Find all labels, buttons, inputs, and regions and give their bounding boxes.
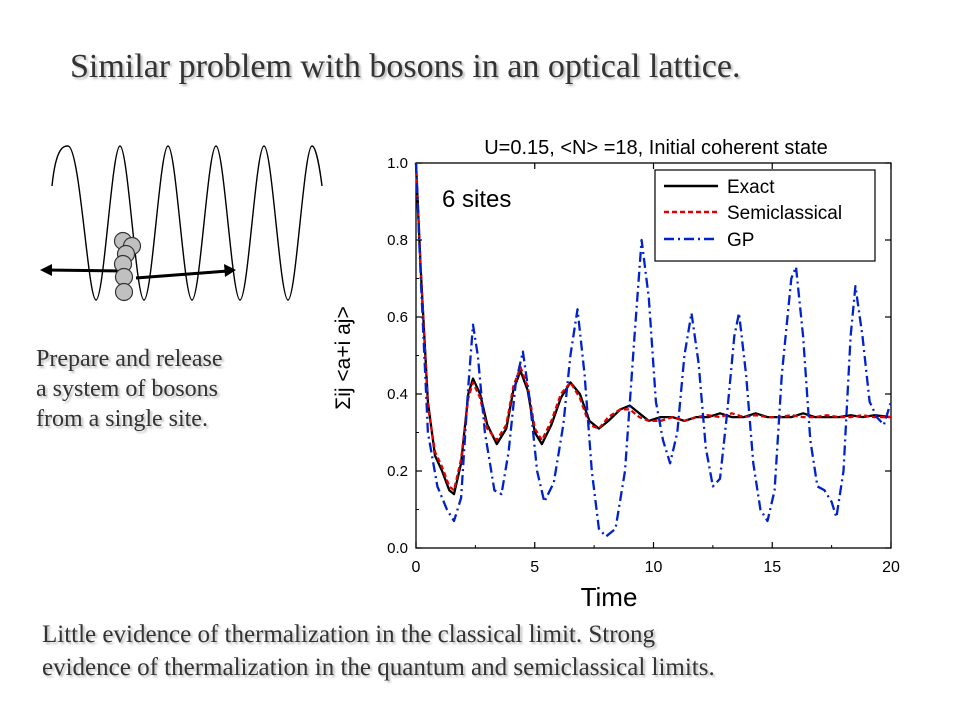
y-axis-label: Σij <a+i aj> — [332, 306, 355, 409]
y-tick-label: 0.6 — [387, 309, 408, 326]
sites-annotation: 6 sites — [442, 186, 511, 213]
prepare-line-1: Prepare and release — [36, 346, 223, 372]
prepare-line-3: from a single site. — [36, 406, 208, 432]
left-arrow — [45, 268, 125, 273]
boson-cluster — [113, 231, 142, 302]
y-tick-label: 0.2 — [387, 463, 408, 480]
y-tick-label: 0.4 — [387, 386, 408, 403]
legend-label-semiclassical: Semiclassical — [727, 203, 842, 224]
x-tick-label: 5 — [530, 559, 539, 576]
left-arrowhead-icon — [40, 264, 52, 276]
optical-lattice-diagram — [40, 145, 323, 302]
conclusion-line-1: Little evidence of thermalization in the… — [42, 621, 656, 648]
x-tick-label: 15 — [763, 559, 781, 576]
right-arrow — [135, 269, 229, 280]
legend-label-exact: Exact — [727, 177, 775, 198]
prepare-description: Prepare and release a system of bosons f… — [36, 344, 296, 434]
x-tick-label: 20 — [882, 559, 900, 576]
boson-particle — [114, 282, 134, 302]
x-tick-label: 10 — [645, 559, 663, 576]
legend-label-gp: GP — [727, 230, 754, 251]
right-arrowhead-icon — [224, 264, 236, 277]
y-tick-label: 0.8 — [387, 232, 408, 249]
conclusion-text: Little evidence of thermalization in the… — [42, 618, 942, 684]
x-tick-label: 0 — [412, 559, 421, 576]
series-layer — [414, 162, 893, 538]
lattice-potential-wave — [51, 145, 323, 301]
legend: Exact Semiclassical GP — [654, 169, 876, 262]
conclusion-line-2: evidence of thermalization in the quantu… — [42, 654, 715, 681]
prepare-line-2: a system of bosons — [36, 376, 218, 402]
chart-title: U=0.15, <N> =18, Initial coherent state — [484, 137, 828, 159]
series-line-gp — [414, 162, 893, 538]
y-tick-label: 0.0 — [387, 540, 408, 557]
y-tick-label: 1.0 — [387, 155, 408, 172]
slide-title: Similar problem with bosons in an optica… — [70, 48, 741, 85]
series-line-semiclassical — [414, 162, 891, 492]
x-axis-label: Time — [581, 582, 638, 612]
